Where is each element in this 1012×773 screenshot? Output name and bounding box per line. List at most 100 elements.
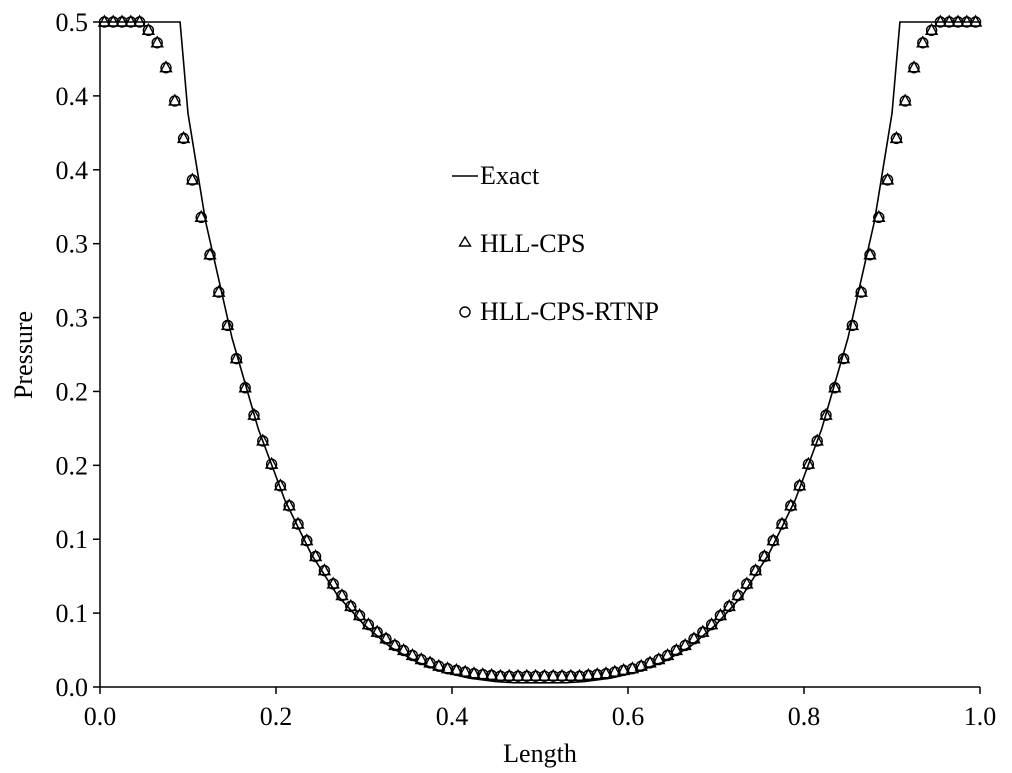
hll-cps-point xyxy=(590,667,604,680)
hll-cps-rtnp-point xyxy=(785,500,797,512)
hll-cps-rtnp-point xyxy=(521,670,533,682)
hll-cps-rtnp-point xyxy=(239,382,251,394)
hll-cps-point xyxy=(502,668,516,681)
hll-cps-rtnp-point xyxy=(556,670,568,682)
hll-cps-rtnp-point xyxy=(204,249,216,261)
hll-cps-point xyxy=(432,658,446,671)
hll-cps-point xyxy=(141,22,156,36)
hll-cps-rtnp-point xyxy=(459,666,471,678)
hll-cps-rtnp-point xyxy=(749,564,762,577)
hll-cps-point xyxy=(924,22,939,36)
hll-cps-point xyxy=(880,172,895,185)
hll-cps-point xyxy=(704,617,719,630)
hll-cps-point xyxy=(291,516,305,529)
hll-cps-point xyxy=(528,668,543,681)
hll-cps-rtnp-point xyxy=(899,95,911,107)
hll-cps-point xyxy=(916,35,930,48)
y-tick-label: 0.4 xyxy=(56,156,89,185)
hll-cps-rtnp-point xyxy=(908,62,920,74)
hll-cps-point xyxy=(484,667,499,681)
hll-cps-point xyxy=(933,14,948,27)
hll-cps-point xyxy=(361,617,376,630)
hll-cps-point xyxy=(317,563,332,576)
hll-cps-point xyxy=(608,664,622,677)
hll-cps-rtnp-point xyxy=(934,16,947,28)
hll-cps-rtnp-point xyxy=(617,664,630,677)
hll-cps-point xyxy=(220,317,235,331)
hll-cps-point xyxy=(775,516,789,529)
hll-cps-point xyxy=(300,533,314,546)
hll-cps-rtnp-point xyxy=(468,668,480,680)
hll-cps-point xyxy=(423,655,437,668)
hll-cps-point xyxy=(282,498,296,511)
hll-cps-point xyxy=(828,380,842,393)
hll-cps-point xyxy=(396,642,411,656)
hll-cps-point xyxy=(652,652,666,665)
hll-cps-point xyxy=(176,130,191,144)
legend-exact-label: Exact xyxy=(480,161,540,190)
hll-cps-rtnp-point xyxy=(345,600,357,613)
hll-cps-point xyxy=(308,549,323,562)
hll-cps-rtnp-point xyxy=(802,458,815,470)
hll-cps-point xyxy=(942,14,956,27)
hll-cps-point xyxy=(722,598,736,612)
y-tick-label: 0.2 xyxy=(56,451,89,480)
hll-cps-rtnp-point xyxy=(309,550,322,563)
hll-cps-rtnp-point xyxy=(380,633,392,645)
hll-cps-point xyxy=(238,380,252,393)
hll-cps-rtnp-point xyxy=(450,664,463,677)
hll-cps-rtnp-point xyxy=(125,16,137,28)
hll-cps-point xyxy=(968,14,983,27)
hll-cps-point xyxy=(414,652,428,665)
hll-cps-rtnp-point xyxy=(257,435,269,447)
hll-cps-rtnp-point xyxy=(600,668,612,680)
hll-cps-rtnp-point xyxy=(353,609,366,622)
hll-cps-rtnp-point xyxy=(688,633,700,645)
hll-cps-rtnp-point xyxy=(538,670,551,682)
hll-cps-rtnp-point xyxy=(723,600,735,613)
x-tick-label: 0.4 xyxy=(436,702,469,731)
plot-marks xyxy=(97,14,983,684)
hll-cps-point xyxy=(687,631,701,644)
hll-cps-point xyxy=(132,14,147,27)
hll-cps-point xyxy=(493,668,508,681)
hll-cps-rtnp-point xyxy=(327,578,339,590)
x-tick-label: 0.6 xyxy=(612,702,645,731)
hll-cps-rtnp-point xyxy=(477,668,489,681)
y-tick-label: 0.2 xyxy=(56,377,89,406)
x-tick-label: 0.8 xyxy=(788,702,821,731)
hll-cps-point xyxy=(854,284,868,297)
hll-cps-point xyxy=(185,172,200,185)
hll-cps-point xyxy=(546,668,560,681)
hll-cps-point xyxy=(97,14,112,27)
hll-cps-rtnp-point xyxy=(855,286,867,298)
hll-cps-rtnp-point xyxy=(265,458,278,470)
hll-cps-rtnp-point xyxy=(917,37,929,49)
hll-cps-point xyxy=(863,247,877,260)
hll-cps-point xyxy=(352,608,367,621)
hll-cps-point xyxy=(810,433,824,446)
hll-cps-point xyxy=(643,655,657,668)
hll-cps-point xyxy=(124,14,138,27)
hll-cps-point xyxy=(625,661,640,674)
hll-cps-point xyxy=(212,284,226,297)
hll-cps-point xyxy=(203,247,217,260)
hll-cps-rtnp-point xyxy=(151,37,163,49)
hll-cps-rtnp-point xyxy=(221,319,234,332)
hll-cps-rtnp-point xyxy=(107,16,119,28)
hll-cps-point xyxy=(194,209,208,223)
series-exact xyxy=(100,21,980,684)
hll-cps-rtnp-point xyxy=(829,382,841,394)
hll-cps-rtnp-point xyxy=(582,669,595,682)
hll-cps-rtnp-point xyxy=(961,16,973,28)
hll-cps-rtnp-point xyxy=(873,211,885,224)
hll-cps-point xyxy=(273,478,288,491)
hll-cps-point xyxy=(370,624,384,637)
hll-cps-point xyxy=(740,576,754,589)
hll-cps-point xyxy=(405,647,420,661)
hll-cps-rtnp-point xyxy=(160,62,172,74)
hll-cps-point xyxy=(229,351,244,364)
hll-cps-point xyxy=(951,14,965,27)
hll-cps-rtnp-point xyxy=(714,609,727,622)
hll-cps-rtnp-point xyxy=(811,435,823,447)
